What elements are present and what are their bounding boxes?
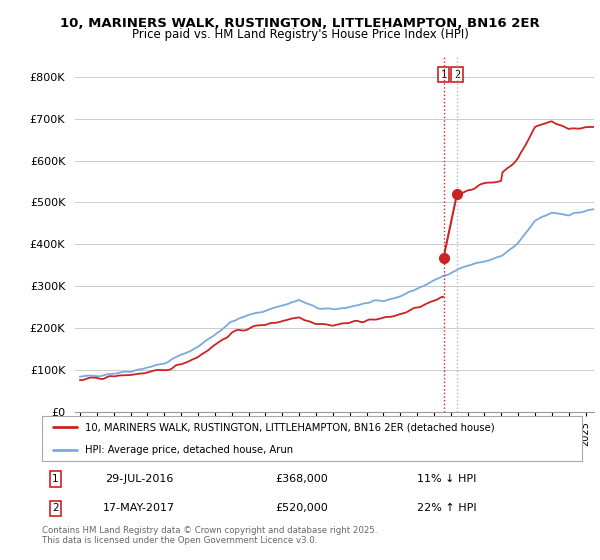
- Text: Price paid vs. HM Land Registry's House Price Index (HPI): Price paid vs. HM Land Registry's House …: [131, 28, 469, 41]
- Text: 17-MAY-2017: 17-MAY-2017: [103, 503, 175, 514]
- Text: 1: 1: [52, 474, 59, 484]
- Text: 10, MARINERS WALK, RUSTINGTON, LITTLEHAMPTON, BN16 2ER (detached house): 10, MARINERS WALK, RUSTINGTON, LITTLEHAM…: [85, 422, 495, 432]
- Text: 11% ↓ HPI: 11% ↓ HPI: [418, 474, 476, 484]
- Text: 1: 1: [440, 70, 446, 80]
- Text: 22% ↑ HPI: 22% ↑ HPI: [417, 503, 477, 514]
- Text: 2: 2: [52, 503, 59, 514]
- Text: HPI: Average price, detached house, Arun: HPI: Average price, detached house, Arun: [85, 445, 293, 455]
- Text: 10, MARINERS WALK, RUSTINGTON, LITTLEHAMPTON, BN16 2ER: 10, MARINERS WALK, RUSTINGTON, LITTLEHAM…: [60, 17, 540, 30]
- Text: £368,000: £368,000: [275, 474, 328, 484]
- Text: £520,000: £520,000: [275, 503, 328, 514]
- Text: Contains HM Land Registry data © Crown copyright and database right 2025.
This d: Contains HM Land Registry data © Crown c…: [42, 526, 377, 545]
- Text: 2: 2: [454, 70, 460, 80]
- Text: 29-JUL-2016: 29-JUL-2016: [105, 474, 173, 484]
